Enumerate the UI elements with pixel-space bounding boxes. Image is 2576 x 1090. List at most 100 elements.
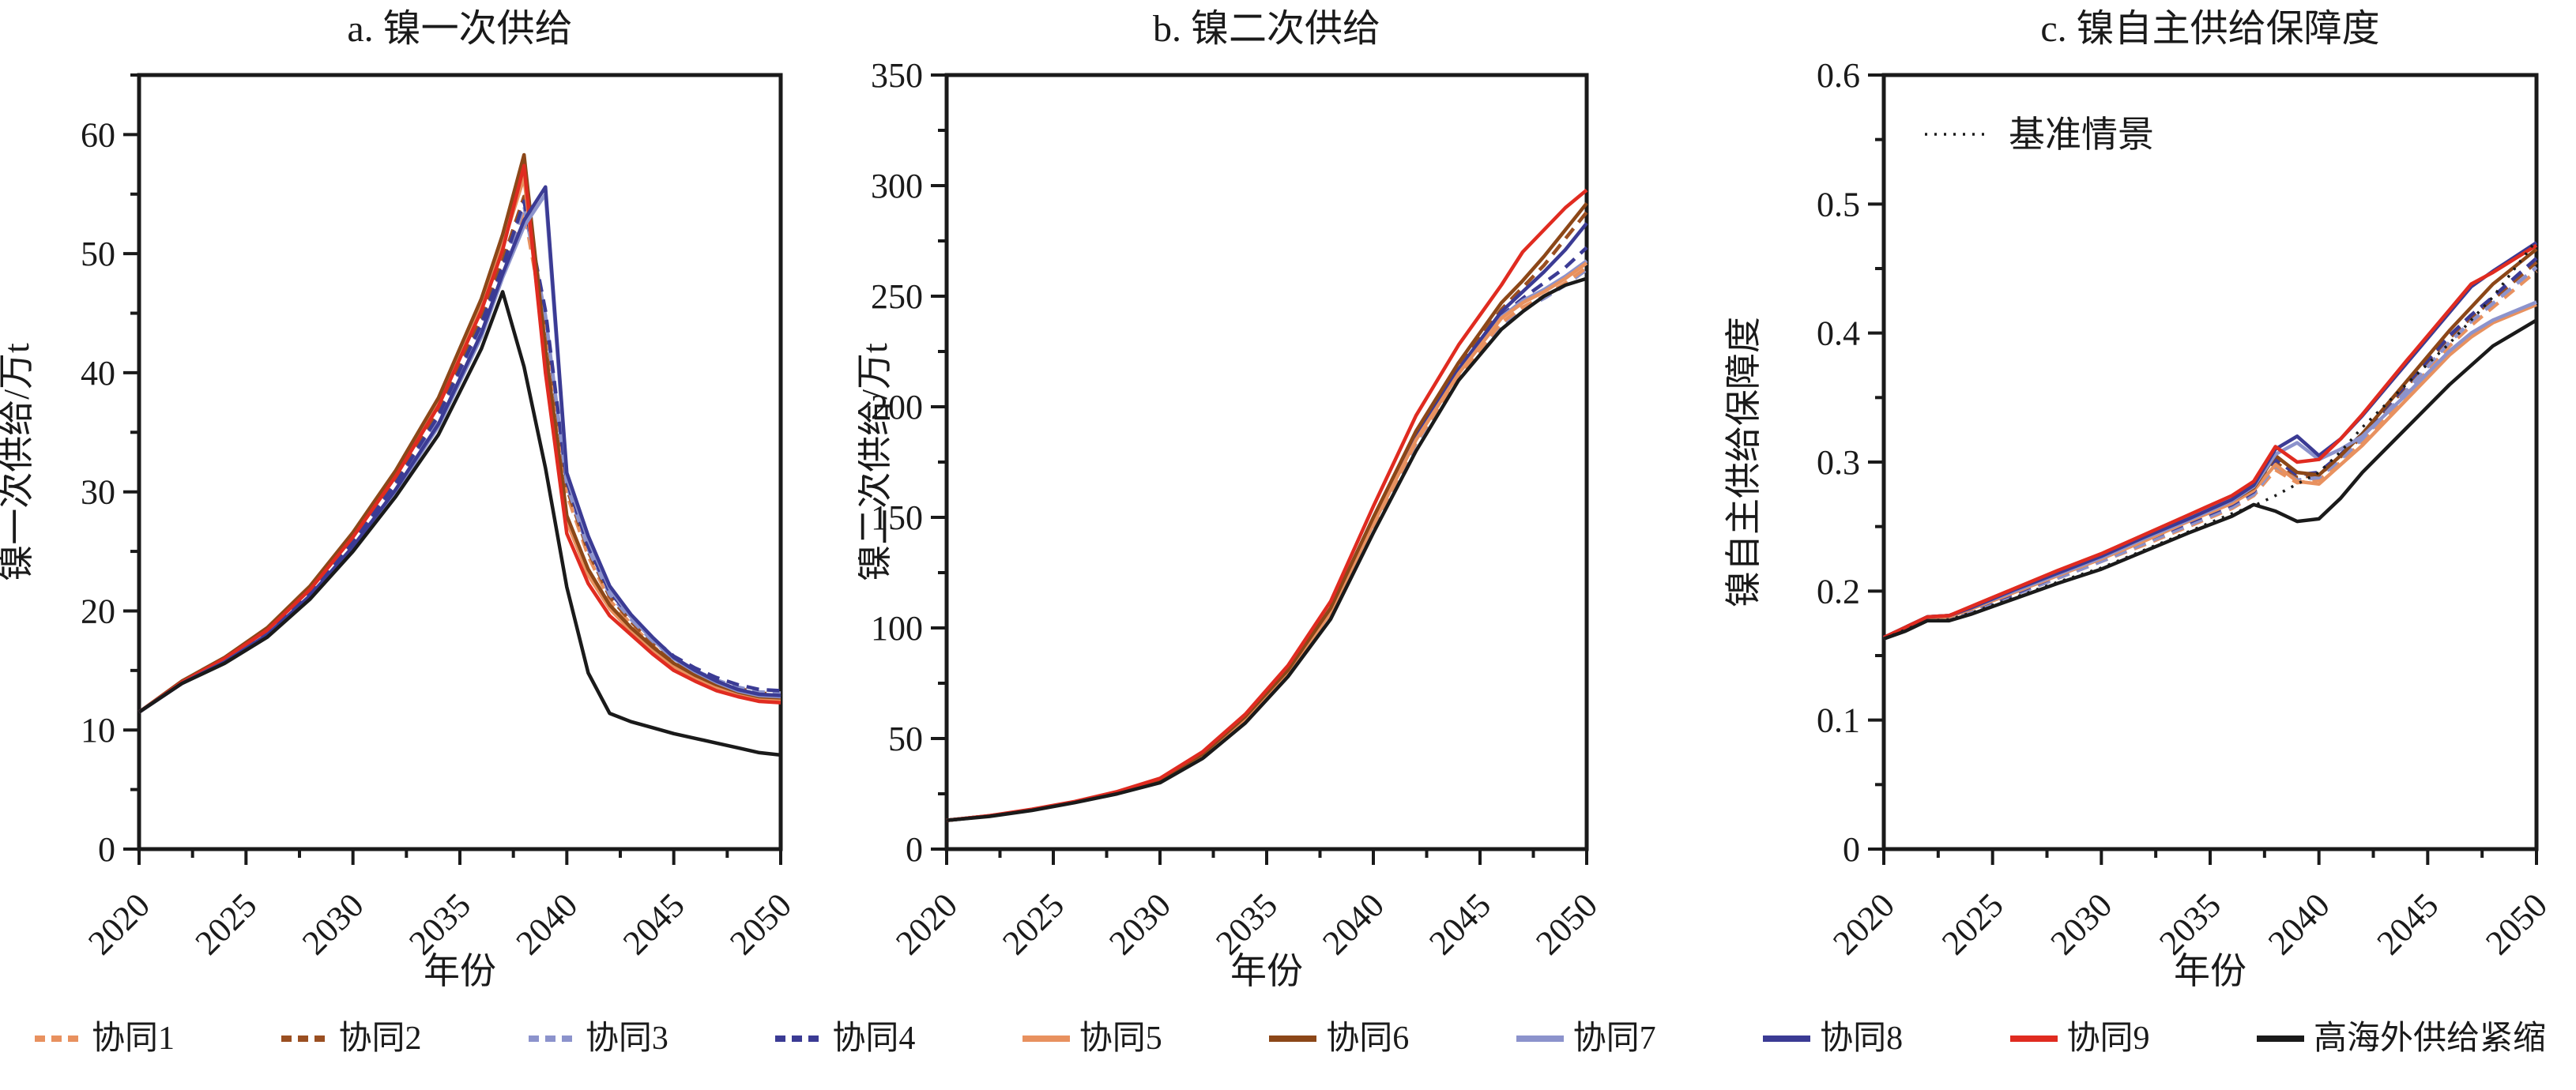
y-tick-label: 0.5 [1817,185,1860,224]
x-tick-label: 2040 [509,885,586,962]
legend-item-xietong2: 协同2 [280,1022,421,1055]
y-tick-label: 0 [98,830,115,869]
panel-a-plot-border [137,73,783,851]
legend-item-high-overseas: 高海外供给紧缩 [2255,1022,2546,1055]
panel-a-x-axis-title: 年份 [424,951,496,991]
legend-item-xietong1: 协同1 [33,1022,175,1055]
y-tick-label: 250 [871,277,923,316]
x-tick-label: 2025 [1934,885,2011,962]
series-line-xietong5 [137,175,781,714]
y-tick-label: 60 [81,115,115,154]
x-tick-label: 2045 [2370,885,2446,962]
legend-label-xietong1: 协同1 [92,1020,175,1057]
series-line-xietong5 [946,261,1588,822]
y-tick-label: 150 [871,498,923,537]
series-line-xietong2 [1883,261,2538,641]
y-tick-label: 0.4 [1817,314,1860,353]
legend-label-xietong5: 协同5 [1079,1020,1162,1057]
legend-swatch-xietong6 [1269,1036,1317,1042]
series-line-xietong1 [137,209,781,714]
x-tick-label: 2040 [2261,885,2337,962]
chart-c: c. 镍自主供给保障度 0 0.1 0.2 0.3 0.4 0.5 0.6 2020 2025 20… [1723,8,2555,991]
panel-b: b. 镍二次供给 0 50 100 150 200 250 300 350 2020 2025 203… [858,0,1716,995]
panel-b-title: b. 镍二次供给 [1153,8,1380,50]
legend-swatch-xietong9 [2009,1036,2058,1042]
inner-legend-baseline-label: 基准情景 [2009,115,2154,155]
y-tick-label: 50 [888,720,923,758]
y-tick-label: 40 [81,354,115,393]
chart-b: b. 镍二次供给 0 50 100 150 200 250 300 350 2020 2025 203… [858,8,1605,991]
series-line-high-overseas [1883,318,2538,641]
y-tick-label: 20 [81,592,115,630]
legend-label-xietong6: 协同6 [1326,1020,1410,1057]
x-tick-label: 2020 [81,885,157,962]
y-tick-label: 0.6 [1817,56,1860,95]
legend-swatch-xietong7 [1516,1036,1564,1042]
legend-swatch-xietong8 [1763,1036,1811,1042]
x-tick-label: 2050 [1528,885,1605,962]
series-line-xietong9 [137,164,781,714]
legend-swatch-xietong2 [281,1036,330,1042]
series-line-xietong4 [137,199,781,714]
series-line-xietong4 [1883,257,2538,641]
series-line-baseline [1883,239,2538,641]
legend-label-high-overseas: 高海外供给紧缩 [2313,1020,2546,1057]
legend-label-xietong3: 协同3 [585,1020,668,1057]
legend-swatch-xietong1 [35,1036,82,1042]
series-line-xietong6 [137,152,781,714]
x-tick-label: 2030 [295,885,371,962]
series-line-xietong7 [137,192,781,714]
panel-b-x-axis-title: 年份 [1230,951,1303,991]
legend-swatch-xietong4 [775,1036,823,1042]
legend-swatch-xietong3 [528,1036,576,1042]
legend-item-xietong4: 协同4 [774,1022,915,1055]
legend-label-xietong7: 协同7 [1572,1020,1656,1057]
y-tick-label: 30 [81,473,115,512]
legend-item-xietong9: 协同9 [2009,1022,2150,1055]
panel-c-plot-border [1881,73,2539,851]
series-line-xietong6 [1883,247,2538,640]
panel-c: c. 镍自主供给保障度 0 0.1 0.2 0.3 0.4 0.5 0.6 2020 2025 20… [1716,0,2574,995]
y-tick-label: 0 [906,830,923,869]
x-tick-label: 2020 [888,885,965,962]
series-line-xietong8 [1883,241,2538,640]
panel-a-y-axis-title: 镍一次供给/万t [0,343,36,581]
chart-panels-row: a. 镍一次供给 0 10 20 30 40 50 60 2020 2025 2030 2035 204… [0,0,2574,995]
x-tick-label: 2025 [995,885,1071,962]
legend-item-xietong8: 协同8 [1761,1022,1903,1055]
series-line-xietong9 [1883,243,2538,640]
y-tick-label: 300 [871,167,923,205]
y-tick-label: 0.3 [1817,443,1860,482]
series-line-xietong3 [1883,265,2538,641]
y-tick-label: 350 [871,56,923,95]
series-line-xietong2 [946,211,1588,822]
legend-item-xietong6: 协同6 [1267,1022,1409,1055]
series-line-xietong8 [946,222,1588,822]
x-tick-label: 2025 [188,885,265,962]
legend-swatch-xietong5 [1022,1036,1070,1042]
x-tick-label: 2045 [616,885,692,962]
legend-item-xietong7: 协同7 [1515,1022,1656,1055]
x-tick-label: 2050 [722,885,799,962]
y-tick-label: 10 [81,711,115,750]
y-tick-label: 0.2 [1817,572,1860,611]
series-line-xietong1 [946,265,1588,822]
panel-b-y-axis-title: 镍二次供给/万t [858,343,894,581]
panel-c-y-axis-title: 镍自主供给保障度 [1723,317,1764,607]
legend-swatch-high-overseas [2256,1036,2304,1042]
panel-c-x-axis-title: 年份 [2174,951,2246,991]
series-line-xietong3 [946,268,1588,822]
legend-label-xietong9: 协同9 [2066,1020,2150,1057]
legend-label-xietong2: 协同2 [338,1020,422,1057]
x-tick-label: 2045 [1422,885,1498,962]
series-line-xietong2 [137,194,781,714]
y-tick-label: 0.1 [1817,701,1860,740]
series-line-high-overseas [946,276,1587,822]
legend-label-xietong8: 协同8 [1820,1020,1904,1057]
x-tick-label: 2050 [2478,885,2555,962]
series-line-xietong3 [137,204,781,714]
panel-b-plot-border [944,73,1589,851]
panel-c-title: c. 镍自主供给保障度 [2040,8,2379,50]
